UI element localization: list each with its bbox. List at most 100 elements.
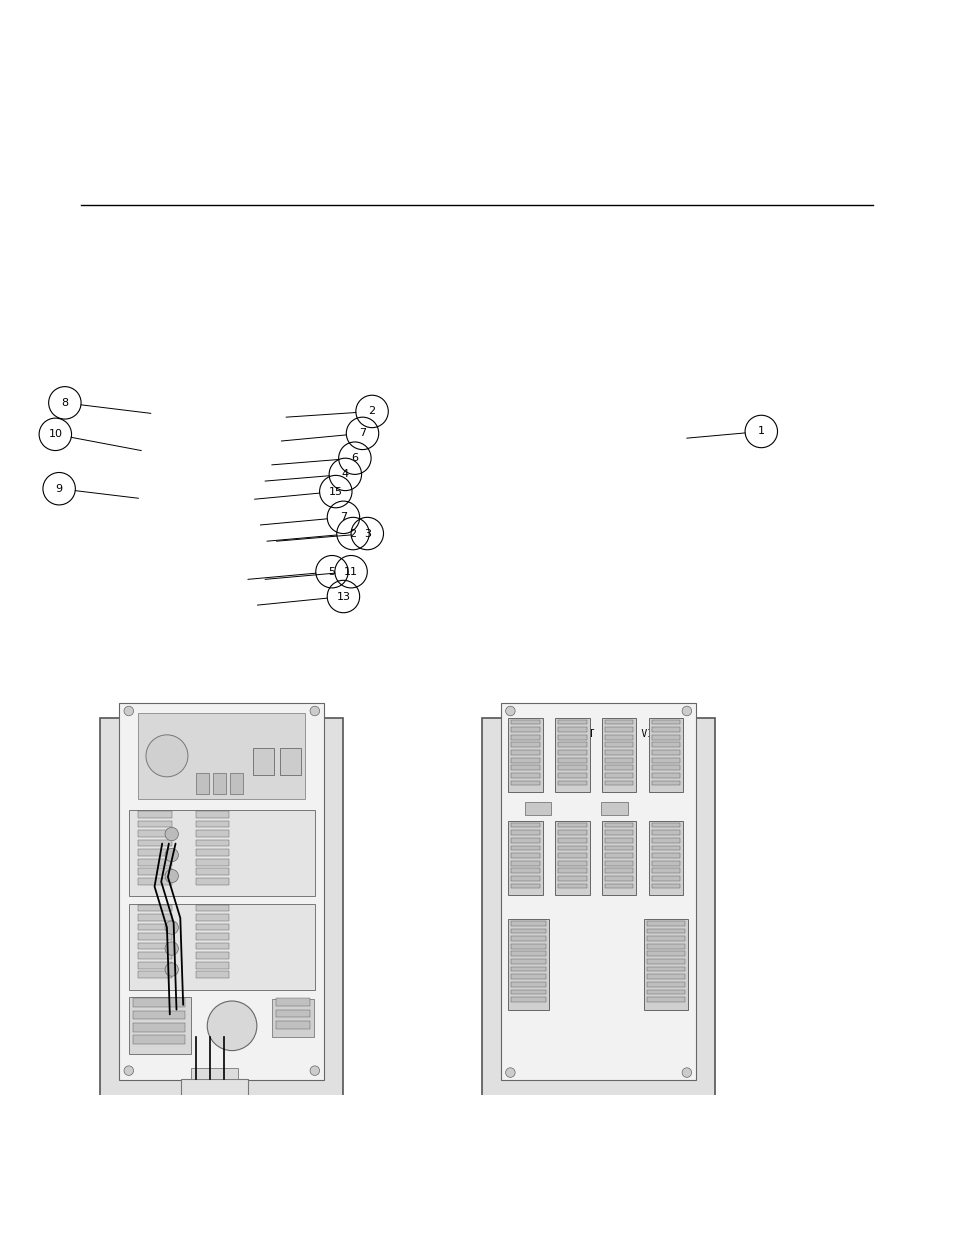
Bar (508, 821, 542, 895)
Bar (558, 773, 586, 778)
Bar (558, 861, 586, 866)
Bar (195, 868, 229, 876)
Bar (604, 868, 633, 873)
Bar (651, 830, 679, 835)
Text: 6: 6 (351, 453, 358, 463)
Bar (511, 720, 539, 725)
Circle shape (165, 921, 178, 934)
Text: 2: 2 (368, 406, 375, 416)
Bar (138, 868, 172, 876)
Bar (511, 989, 545, 994)
Bar (138, 878, 172, 884)
Bar (511, 766, 539, 771)
Bar (646, 936, 684, 941)
Bar (555, 821, 589, 895)
Bar (648, 718, 682, 792)
Text: 1: 1 (757, 426, 764, 436)
Text: LEFT  SIDE  VIEW: LEFT SIDE VIEW (149, 729, 242, 739)
Bar (646, 944, 684, 948)
Bar (511, 773, 539, 778)
Bar (195, 905, 229, 911)
Bar (511, 837, 539, 842)
Bar (646, 967, 684, 972)
Bar (604, 773, 633, 778)
Bar (508, 919, 548, 1009)
Circle shape (505, 706, 515, 716)
Text: 7: 7 (358, 429, 366, 438)
Bar (213, 773, 226, 794)
Bar (558, 742, 586, 747)
Bar (511, 823, 539, 827)
Bar (558, 766, 586, 771)
Bar (129, 997, 191, 1055)
Bar (138, 972, 172, 978)
Bar (511, 861, 539, 866)
Bar (558, 823, 586, 827)
Bar (500, 704, 696, 1081)
Bar (511, 921, 545, 926)
Bar (195, 811, 229, 818)
Bar (511, 781, 539, 785)
Bar (138, 905, 172, 911)
Bar (132, 998, 185, 1007)
Bar (646, 921, 684, 926)
Circle shape (165, 827, 178, 841)
Bar (511, 967, 545, 972)
Circle shape (310, 1066, 319, 1076)
Bar (138, 942, 172, 950)
Bar (195, 942, 229, 950)
Bar (230, 773, 243, 794)
Bar (651, 837, 679, 842)
Bar (651, 861, 679, 866)
Bar (558, 837, 586, 842)
Bar (646, 974, 684, 979)
Bar (481, 718, 715, 1123)
Bar (604, 781, 633, 785)
Bar (558, 781, 586, 785)
Bar (651, 876, 679, 881)
Bar (511, 936, 545, 941)
Bar (646, 960, 684, 963)
Bar (643, 919, 687, 1009)
Bar (651, 720, 679, 725)
Bar (138, 934, 172, 940)
Bar (511, 742, 539, 747)
Bar (138, 830, 172, 837)
Bar (511, 758, 539, 762)
Bar (511, 944, 545, 948)
Circle shape (146, 735, 188, 777)
Circle shape (124, 706, 133, 716)
Bar (191, 1068, 238, 1079)
Text: 7: 7 (339, 513, 347, 522)
Bar (511, 929, 545, 934)
Circle shape (207, 1002, 256, 1051)
Bar (604, 853, 633, 858)
Bar (651, 823, 679, 827)
Bar (511, 735, 539, 740)
Circle shape (124, 1066, 133, 1076)
Bar (195, 773, 209, 794)
Bar (511, 982, 545, 987)
Bar (279, 748, 300, 774)
Bar (511, 884, 539, 888)
Bar (558, 758, 586, 762)
Bar (138, 952, 172, 960)
Bar (524, 802, 551, 815)
Bar (604, 823, 633, 827)
Bar (646, 989, 684, 994)
Text: 15: 15 (329, 487, 342, 496)
Bar (511, 960, 545, 963)
Circle shape (310, 706, 319, 716)
Bar (604, 846, 633, 850)
Bar (604, 837, 633, 842)
Bar (138, 850, 172, 856)
Text: 10: 10 (49, 430, 62, 440)
Bar (604, 861, 633, 866)
Bar (138, 914, 172, 921)
Bar (558, 735, 586, 740)
Bar (508, 718, 542, 792)
Circle shape (165, 869, 178, 883)
Bar (604, 727, 633, 732)
Bar (195, 952, 229, 960)
Bar (604, 758, 633, 762)
